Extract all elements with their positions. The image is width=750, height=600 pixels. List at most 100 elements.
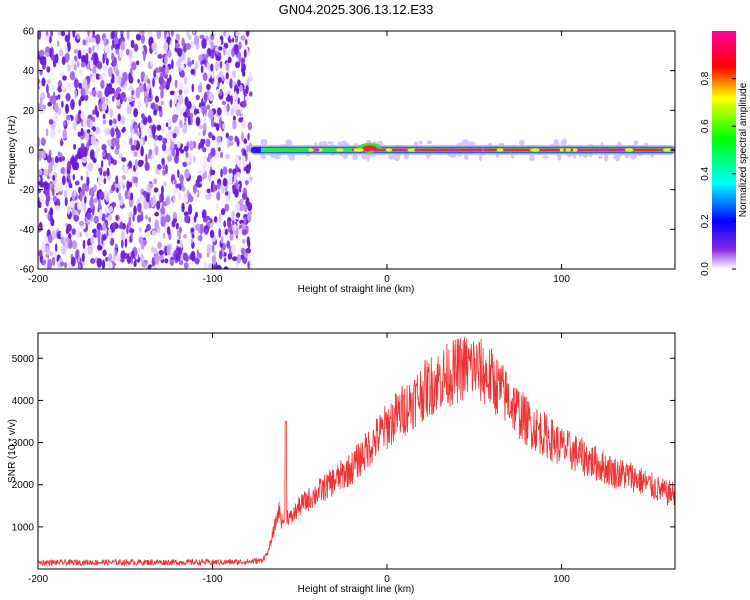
spectrogram-noise-speckle [242, 155, 246, 164]
spectrogram-noise-speckle [105, 57, 109, 66]
spectrogram-noise-speckle [178, 247, 182, 256]
spectrogram-noise-speckle [184, 115, 187, 123]
spectrogram-noise-speckle [192, 31, 196, 35]
spectrogram-noise-speckle [102, 119, 107, 125]
spectrogram-noise-speckle [54, 183, 60, 194]
spectrogram-noise-speckle [50, 31, 54, 37]
spectrogram-noise-speckle [42, 259, 46, 265]
spectrogram-noise-speckle [173, 187, 179, 194]
spectrogram-noise-speckle [221, 100, 226, 106]
spectrogram-noise-speckle [66, 41, 71, 52]
spectrogram-noise-speckle [226, 240, 231, 249]
spectrogram-noise-speckle [50, 215, 54, 225]
spectrogram-noise-speckle [38, 176, 41, 182]
spectrogram-noise-speckle [247, 261, 250, 269]
spectrogram-noise-speckle [206, 83, 211, 91]
spectrogram-noise-speckle [89, 149, 95, 160]
spectrogram-noise-speckle [166, 226, 171, 236]
spectrogram-noise-speckle [137, 99, 142, 111]
spectrogram-noise-speckle [102, 53, 106, 64]
spectrogram-noise-speckle [208, 92, 215, 102]
spectrogram-noise-speckle [46, 92, 51, 99]
spectrogram-noise-speckle [49, 128, 56, 139]
spectrogram-noise-speckle [102, 234, 107, 241]
spectrogram-band-peak [448, 148, 455, 152]
spectrogram-noise-speckle [79, 69, 84, 76]
spectrogram-noise-speckle [70, 200, 75, 209]
spectrogram-noise-speckle [77, 113, 80, 125]
spectrogram-noise-speckle [61, 246, 67, 255]
spectrogram-noise-speckle [102, 113, 106, 119]
spectrogram-noise-speckle [93, 215, 99, 224]
spectrogram-noise-speckle [46, 83, 49, 94]
spectrogram-y-axis-title: Frequency (Hz) [7, 116, 18, 185]
spectrogram-y-tick-label: -20 [20, 185, 35, 196]
spectrogram-noise-speckle [103, 37, 107, 47]
spectrogram-noise-speckle [151, 246, 155, 253]
spectrogram-noise-speckle [216, 191, 221, 201]
spectrogram-noise-speckle [239, 219, 245, 225]
spectrogram-noise-speckle [46, 66, 51, 73]
spectrogram-noise-speckle [117, 255, 122, 262]
spectrogram-noise-speckle [91, 73, 97, 83]
spectrogram-noise-speckle [89, 197, 94, 208]
spectrogram-noise-speckle [222, 166, 228, 176]
spectrogram-noise-speckle [244, 180, 249, 186]
spectrogram-noise-speckle [130, 39, 135, 49]
spectrogram-noise-speckle [183, 111, 188, 118]
spectrogram-noise-speckle [215, 55, 221, 61]
spectrogram-noise-speckle [246, 145, 249, 153]
spectrogram-noise-speckle [175, 33, 180, 41]
spectrogram-noise-speckle [125, 48, 130, 56]
spectrogram-noise-speckle [213, 216, 218, 223]
spectrogram-noise-speckle [193, 156, 196, 163]
spectrogram-x-tick-label: -100 [203, 274, 223, 285]
spectrogram-noise-speckle [65, 93, 71, 102]
spectrogram-noise-speckle [172, 114, 179, 119]
spectrogram-noise-speckle [59, 182, 63, 193]
spectrogram-noise-speckle [110, 31, 115, 40]
spectrogram-noise-speckle [167, 50, 172, 58]
spectrogram-noise-speckle [194, 35, 199, 46]
spectrogram-noise-speckle [74, 180, 80, 186]
spectrogram-line-halo [426, 140, 433, 145]
spectrogram-noise-speckle [111, 73, 115, 82]
spectrogram-noise-speckle [206, 188, 211, 194]
spectrogram-noise-speckle [99, 191, 105, 201]
spectrogram-noise-speckle [157, 53, 163, 59]
spectrogram-noise-speckle [224, 228, 228, 236]
spectrogram-noise-speckle [87, 31, 90, 37]
spectrogram-noise-speckle [97, 176, 103, 184]
spectrogram-noise-speckle [194, 258, 200, 264]
spectrogram-noise-speckle [226, 94, 231, 103]
spectrogram-noise-speckle [205, 35, 209, 42]
spectrogram-noise-speckle [72, 31, 76, 38]
spectrogram-noise-speckle [205, 215, 210, 221]
spectrogram-noise-speckle [205, 52, 209, 59]
spectrogram-noise-speckle [173, 193, 176, 203]
spectrogram-noise-speckle [105, 257, 109, 262]
spectrogram-noise-speckle [116, 187, 119, 194]
spectrogram-line-halo [598, 155, 603, 159]
spectrogram-noise-speckle [116, 129, 121, 139]
spectrogram-noise-speckle [231, 244, 237, 254]
spectrogram-noise-speckle [129, 124, 134, 135]
spectrogram-noise-speckle [51, 96, 57, 105]
spectrogram-noise-speckle [209, 218, 213, 224]
spectrogram-noise-speckle [64, 34, 71, 43]
spectrogram-noise-speckle [144, 231, 150, 239]
spectrogram-noise-speckle [186, 100, 192, 110]
spectrogram-noise-speckle [90, 258, 96, 264]
spectrogram-noise-speckle [109, 108, 114, 119]
spectrogram-noise-speckle [156, 164, 162, 170]
spectrogram-noise-speckle [110, 127, 115, 138]
spectrogram-band-peak [565, 148, 571, 152]
spectrogram-noise-speckle [63, 120, 66, 127]
spectrogram-noise-speckle [49, 47, 52, 58]
spectrogram-noise-speckle [64, 166, 68, 176]
spectrogram-noise-speckle [47, 101, 52, 107]
spectrogram-noise-speckle [120, 250, 126, 261]
spectrogram-noise-speckle [183, 195, 189, 203]
spectrogram-noise-speckle [183, 262, 189, 269]
spectrogram-noise-speckle [60, 230, 64, 238]
